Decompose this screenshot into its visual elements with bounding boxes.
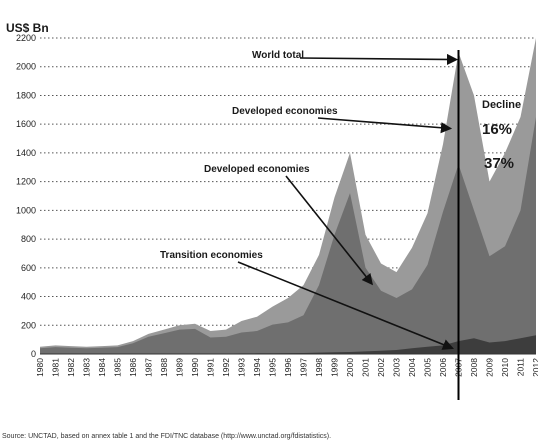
y-tick-label: 600 bbox=[21, 263, 36, 273]
source-note: Source: UNCTAD, based on annex table 1 a… bbox=[2, 433, 331, 440]
x-tick-label: 1982 bbox=[66, 358, 76, 377]
x-tick-label: 1984 bbox=[97, 358, 107, 377]
y-axis-unit-label: US$ Bn bbox=[6, 21, 49, 35]
x-tick-label: 2004 bbox=[407, 358, 417, 377]
x-tick-label: 1991 bbox=[206, 358, 216, 377]
area-world-total bbox=[40, 38, 536, 354]
annotation-label: World total bbox=[252, 50, 304, 61]
area-series bbox=[40, 38, 536, 355]
x-tick-label: 1994 bbox=[252, 358, 262, 377]
annotation-arrow bbox=[285, 175, 373, 286]
y-tick-labels: 0 200 400 600 800 1000 1200 1400 1600 1800 2000 220… bbox=[16, 33, 36, 359]
x-tick-labels: 1980 1981 1982 1983 1984 1985 1986 1987 1988 1989… bbox=[35, 358, 538, 377]
x-tick-label: 1981 bbox=[51, 358, 61, 377]
y-tick-label: 0 bbox=[31, 349, 36, 359]
x-tick-label: 1988 bbox=[159, 358, 169, 377]
y-tick-label: 1000 bbox=[16, 205, 36, 215]
x-tick-label: 2000 bbox=[345, 358, 355, 377]
x-tick-label: 1985 bbox=[113, 358, 123, 377]
y-tick-label: 2200 bbox=[16, 33, 36, 43]
x-tick-label: 2005 bbox=[423, 358, 433, 377]
y-tick-label: 800 bbox=[21, 234, 36, 244]
x-tick-label: 1989 bbox=[175, 358, 185, 377]
x-tick-label: 1990 bbox=[190, 358, 200, 377]
x-tick-label: 1993 bbox=[237, 358, 247, 377]
annotation-label: Developed economies bbox=[204, 164, 310, 175]
annotation-label: Decline bbox=[482, 99, 521, 111]
x-tick-label: 2009 bbox=[485, 358, 495, 377]
y-tick-label: 1200 bbox=[16, 177, 36, 187]
annotation-label: 16% bbox=[482, 121, 512, 138]
x-tick-label: 2010 bbox=[500, 358, 510, 377]
x-tick-label: 2012 bbox=[531, 358, 538, 377]
x-tick-label: 2002 bbox=[376, 358, 386, 377]
annotation-label: 37% bbox=[484, 155, 514, 172]
area-developed-economies bbox=[40, 117, 536, 354]
x-tick-label: 1986 bbox=[128, 358, 138, 377]
y-tick-label: 400 bbox=[21, 292, 36, 302]
x-tick-label: 1983 bbox=[82, 358, 92, 377]
x-tick-label: 1980 bbox=[35, 358, 45, 377]
y-tick-label: 1800 bbox=[16, 90, 36, 100]
x-tick-label: 2001 bbox=[361, 358, 371, 377]
annotation-arrow bbox=[317, 117, 453, 134]
annotation-arrow bbox=[299, 53, 459, 66]
annotation-arrows bbox=[237, 53, 459, 350]
annotation-arrow bbox=[237, 261, 454, 350]
annotation-labels: World total Developed economies Developed … bbox=[160, 50, 521, 261]
x-tick-label: 2006 bbox=[438, 358, 448, 377]
x-tick-label: 2011 bbox=[516, 358, 526, 377]
x-tick-label: 1996 bbox=[283, 358, 293, 377]
x-tick-label: 1999 bbox=[330, 358, 340, 377]
y-tick-label: 200 bbox=[21, 320, 36, 330]
x-tick-label: 1987 bbox=[144, 358, 154, 377]
y-tick-label: 1400 bbox=[16, 148, 36, 158]
area-transition-economies bbox=[40, 335, 536, 354]
x-tick-label: 1992 bbox=[221, 358, 231, 377]
x-tick-label: 1997 bbox=[299, 358, 309, 377]
x-tick-label: 1995 bbox=[268, 358, 278, 377]
x-tick-label: 2008 bbox=[469, 358, 479, 377]
y-tick-label: 2000 bbox=[16, 62, 36, 72]
annotation-label: Transition economies bbox=[160, 250, 263, 261]
x-tick-label: 1998 bbox=[314, 358, 324, 377]
x-tick-label: 2003 bbox=[392, 358, 402, 377]
y-tick-label: 1600 bbox=[16, 119, 36, 129]
annotation-label: Developed economies bbox=[232, 106, 338, 117]
